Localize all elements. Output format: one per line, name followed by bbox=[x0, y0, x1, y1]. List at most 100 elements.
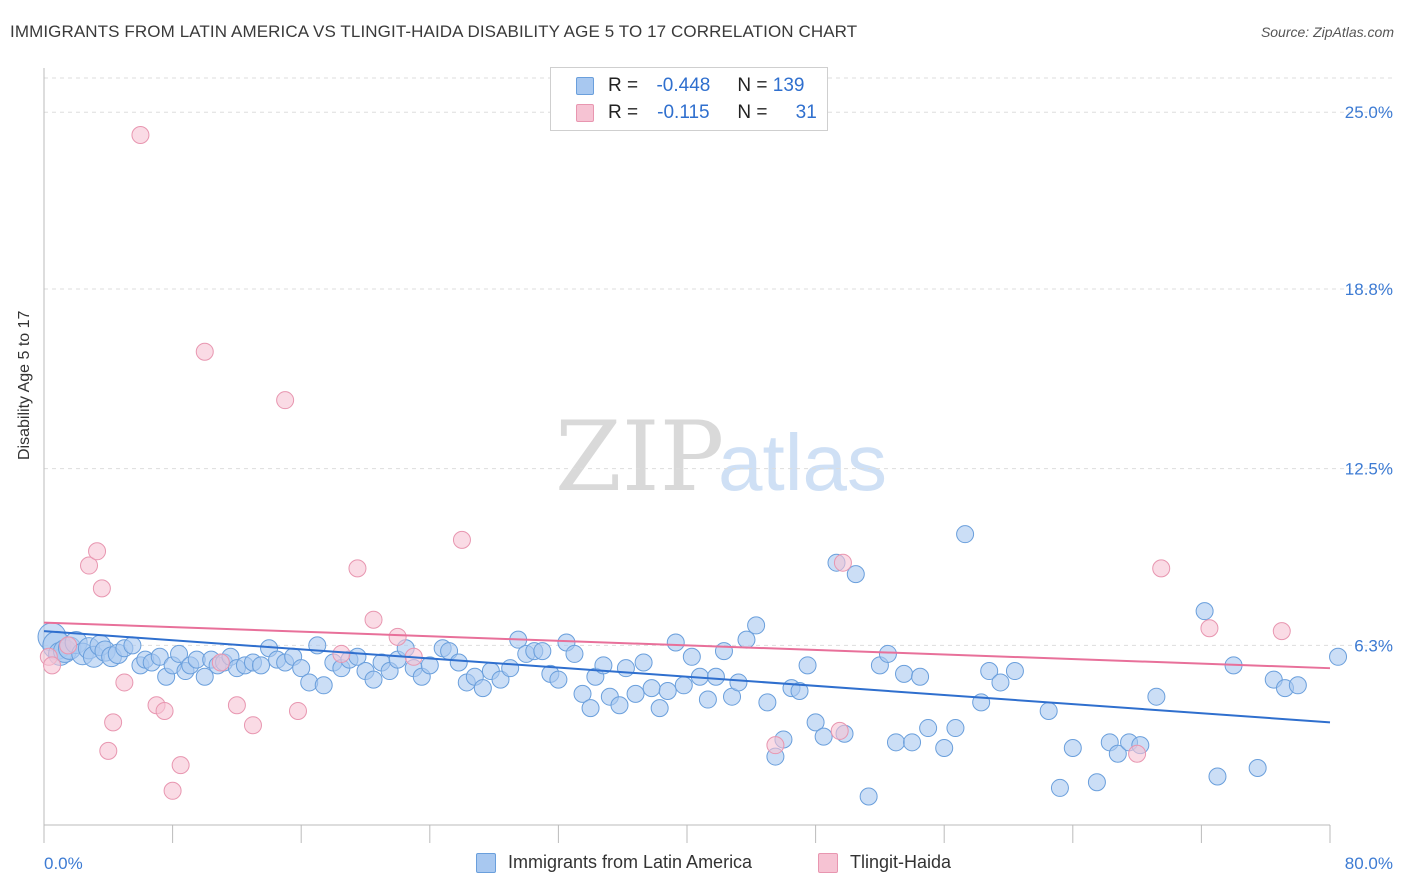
bottom-legend-item-2: Tlingit-Haida bbox=[818, 852, 951, 873]
point-tlingit-haida bbox=[163, 781, 182, 800]
point-tlingit-haida bbox=[43, 656, 62, 675]
legend-n-value-series1: 139 bbox=[772, 75, 805, 96]
point-latin-america bbox=[747, 616, 766, 635]
point-tlingit-haida bbox=[364, 610, 383, 629]
point-latin-america bbox=[1039, 701, 1058, 720]
y-tick-label: 18.8% bbox=[1345, 280, 1393, 299]
point-tlingit-haida bbox=[211, 653, 230, 672]
point-latin-america bbox=[980, 662, 999, 681]
point-latin-america bbox=[314, 676, 333, 695]
legend-row-series2: R = -0.115 N = 31 bbox=[576, 101, 817, 125]
correlation-legend: R = -0.448 N = 139 R = -0.115 N = 31 bbox=[550, 67, 828, 131]
bottom-legend-swatch-blue bbox=[476, 852, 496, 873]
point-latin-america bbox=[449, 653, 468, 672]
trendline-latin-america bbox=[43, 630, 1331, 724]
point-tlingit-haida bbox=[1200, 619, 1219, 638]
point-tlingit-haida bbox=[131, 126, 150, 145]
point-latin-america bbox=[991, 673, 1010, 692]
point-latin-america bbox=[946, 719, 965, 738]
point-latin-america bbox=[935, 739, 954, 758]
point-latin-america bbox=[737, 630, 756, 649]
point-latin-america bbox=[682, 647, 701, 666]
legend-r-label: R = bbox=[608, 75, 639, 96]
point-latin-america bbox=[674, 676, 693, 695]
point-latin-america bbox=[1248, 758, 1267, 777]
point-tlingit-haida bbox=[59, 636, 78, 655]
point-latin-america bbox=[150, 647, 169, 666]
legend-swatch-blue bbox=[576, 77, 594, 95]
point-tlingit-haida bbox=[452, 530, 471, 549]
point-latin-america bbox=[642, 679, 661, 698]
point-latin-america bbox=[1329, 647, 1348, 666]
point-latin-america bbox=[1087, 773, 1106, 792]
point-latin-america bbox=[886, 733, 905, 752]
y-tick-label: 6.3% bbox=[1354, 636, 1393, 655]
point-latin-america bbox=[170, 644, 189, 663]
point-tlingit-haida bbox=[92, 579, 111, 598]
point-latin-america bbox=[658, 681, 677, 700]
point-latin-america bbox=[1208, 767, 1227, 786]
point-tlingit-haida bbox=[276, 391, 295, 410]
source-label: Source: ZipAtlas.com bbox=[1260, 24, 1394, 40]
point-tlingit-haida bbox=[115, 673, 134, 692]
point-tlingit-haida bbox=[88, 542, 107, 561]
point-latin-america bbox=[123, 636, 142, 655]
point-latin-america bbox=[616, 659, 635, 678]
point-latin-america bbox=[919, 719, 938, 738]
point-latin-america bbox=[1147, 687, 1166, 706]
point-tlingit-haida bbox=[348, 559, 367, 578]
watermark-atlas: atlas bbox=[718, 418, 887, 507]
legend-n-value-series2: 31 bbox=[795, 102, 817, 123]
point-tlingit-haida bbox=[1152, 559, 1171, 578]
point-latin-america bbox=[252, 656, 271, 675]
legend-n-label: N = bbox=[737, 75, 768, 96]
point-latin-america bbox=[729, 673, 748, 692]
y-tick-label: 25.0% bbox=[1345, 103, 1393, 122]
point-latin-america bbox=[364, 670, 383, 689]
point-latin-america bbox=[903, 733, 922, 752]
point-latin-america bbox=[1050, 778, 1069, 797]
point-latin-america bbox=[573, 684, 592, 703]
point-tlingit-haida bbox=[104, 713, 123, 732]
point-latin-america bbox=[610, 696, 629, 715]
point-latin-america bbox=[1005, 662, 1024, 681]
point-latin-america bbox=[956, 525, 975, 544]
point-latin-america bbox=[501, 659, 520, 678]
point-latin-america bbox=[195, 667, 214, 686]
y-axis-title: Disability Age 5 to 17 bbox=[16, 310, 33, 460]
point-latin-america bbox=[533, 642, 552, 661]
bottom-legend-swatch-pink bbox=[818, 852, 838, 873]
point-tlingit-haida bbox=[99, 741, 118, 760]
point-tlingit-haida bbox=[243, 716, 262, 735]
bottom-legend-item-1: Immigrants from Latin America bbox=[476, 852, 752, 873]
legend-r-value-series1: -0.448 bbox=[656, 75, 711, 96]
point-latin-america bbox=[698, 690, 717, 709]
point-latin-america bbox=[911, 667, 930, 686]
point-latin-america bbox=[581, 699, 600, 718]
point-latin-america bbox=[895, 664, 914, 683]
trendline-tlingit-haida bbox=[43, 621, 1331, 670]
point-latin-america bbox=[549, 670, 568, 689]
point-tlingit-haida bbox=[1272, 622, 1291, 641]
point-tlingit-haida bbox=[288, 701, 307, 720]
point-latin-america bbox=[473, 679, 492, 698]
point-latin-america bbox=[1063, 739, 1082, 758]
point-tlingit-haida bbox=[833, 553, 852, 572]
point-latin-america bbox=[790, 681, 809, 700]
point-tlingit-haida bbox=[332, 644, 351, 663]
point-tlingit-haida bbox=[80, 556, 99, 575]
point-latin-america bbox=[878, 644, 897, 663]
point-latin-america bbox=[565, 644, 584, 663]
point-latin-america bbox=[814, 727, 833, 746]
x-tick-label-left: 0.0% bbox=[44, 854, 83, 873]
point-latin-america bbox=[859, 787, 878, 806]
legend-swatch-pink bbox=[576, 104, 594, 122]
point-latin-america bbox=[846, 565, 865, 584]
watermark-zip: ZIP bbox=[555, 401, 724, 513]
point-latin-america bbox=[1288, 676, 1307, 695]
point-latin-america bbox=[806, 713, 825, 732]
point-tlingit-haida bbox=[171, 756, 190, 775]
point-latin-america bbox=[626, 684, 645, 703]
legend-r-value-series2: -0.115 bbox=[657, 102, 710, 123]
